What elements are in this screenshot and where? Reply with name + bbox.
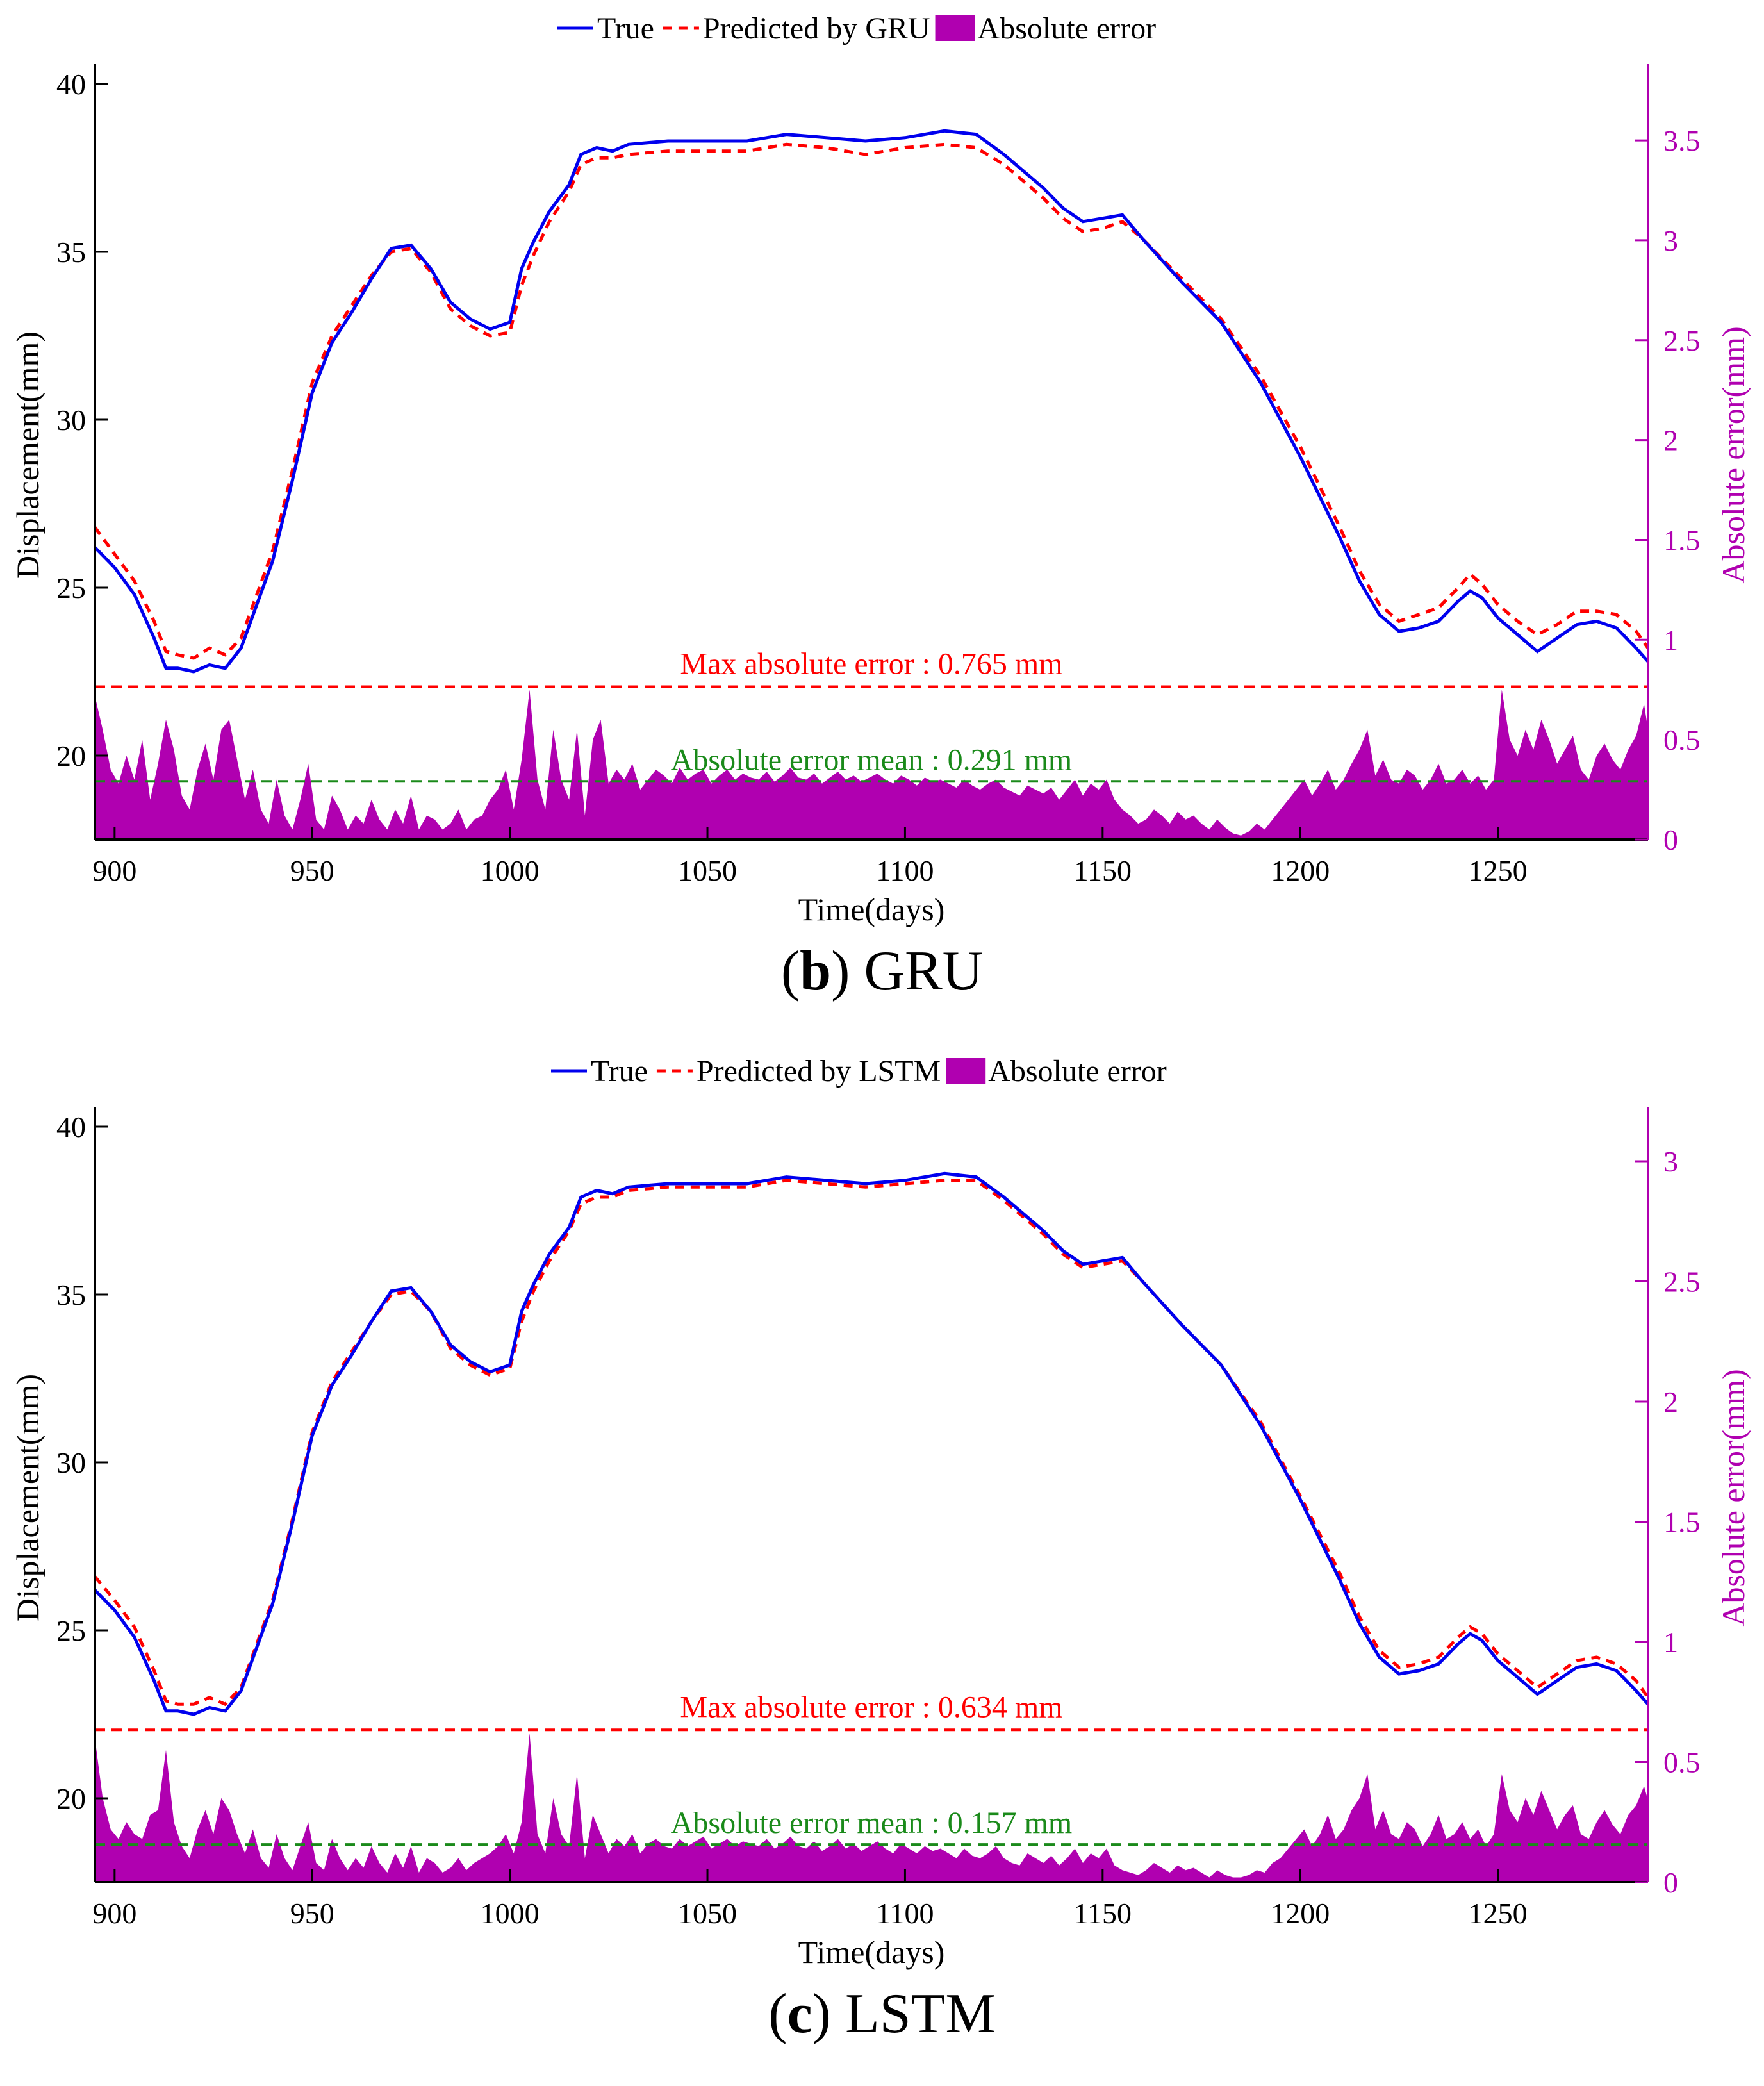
y2-tick-label: 2.5 [1663,324,1701,357]
y2-tick-label: 0 [1663,1866,1678,1899]
y2-tick-label: 0.5 [1663,1746,1701,1779]
caption-letter: c [787,1983,812,2045]
x-tick-label: 1000 [481,854,540,887]
absolute-error-area [95,690,1648,840]
legend-error-swatch [935,15,975,41]
y2-tick-label: 2 [1663,1386,1678,1418]
y-tick-label: 35 [56,236,86,269]
x-tick-label: 1150 [1074,854,1132,887]
y2-axis-label: Absolute error(mm) [1715,326,1751,583]
x-tick-label: 900 [92,854,136,887]
y2-tick-label: 1 [1663,624,1678,656]
y-axis-label: Displacement(mm) [10,1374,45,1621]
chart-panel-lstm: True Predicted by LSTM Absolute error Max a… [0,1043,1764,2085]
mean-error-label: Absolute error mean : 0.157 mm [671,1806,1073,1840]
x-tick-label: 1150 [1074,1897,1132,1930]
legend-true-label: True [597,12,654,46]
x-tick-label: 950 [290,1897,334,1930]
y2-tick-label: 0.5 [1663,724,1701,756]
caption-lstm: (c) LSTM [768,1983,996,2045]
y2-tick-label: 2.5 [1663,1266,1701,1298]
absolute-error-area [95,1733,1648,1882]
predicted-series-line [93,142,1650,660]
y-tick-label: 30 [56,1446,86,1479]
legend: True Predicted by LSTM Absolute error [551,1054,1167,1088]
legend-pred-label: Predicted by LSTM [697,1054,941,1088]
x-axis-label: Time(days) [798,891,945,927]
max-error-label: Max absolute error : 0.765 mm [680,647,1062,681]
caption-text: GRU [864,940,984,1002]
y2-tick-label: 3 [1663,1145,1678,1178]
y-tick-label: 25 [56,572,86,604]
predicted-series-line [94,1179,1650,1707]
x-tick-label: 950 [290,854,334,887]
x-tick-label: 1000 [481,1897,540,1930]
mean-error-label: Absolute error mean : 0.291 mm [671,743,1073,777]
legend: True Predicted by GRU Absolute error [557,12,1156,46]
y2-tick-label: 2 [1663,424,1678,457]
x-tick-label: 1050 [678,854,737,887]
true-series-line [94,1171,1649,1716]
y-tick-label: 20 [56,1782,86,1815]
y-tick-label: 30 [56,404,86,436]
x-axis-label: Time(days) [798,1934,945,1970]
y-tick-label: 20 [56,740,86,772]
x-tick-label: 900 [92,1897,136,1930]
y-tick-label: 40 [56,1111,86,1143]
x-tick-label: 1250 [1469,1897,1528,1930]
caption-text: LSTM [845,1983,996,2045]
chart-svg-lstm: True Predicted by LSTM Absolute error Max a… [10,1054,1751,1970]
x-tick-label: 1100 [876,1897,934,1930]
y2-tick-label: 1.5 [1663,524,1701,556]
x-tick-label: 1200 [1271,1897,1330,1930]
legend-true-label: True [591,1054,648,1088]
y2-tick-label: 1.5 [1663,1506,1701,1539]
y2-axis-label: Absolute error(mm) [1715,1369,1751,1626]
legend-error-label: Absolute error [978,12,1157,46]
x-tick-label: 1100 [876,854,934,887]
y-axis-label: Displacement(mm) [10,331,45,579]
y2-tick-label: 3 [1663,224,1678,257]
caption-gru: (b) GRU [780,940,984,1002]
legend-pred-label: Predicted by GRU [703,12,930,46]
y-tick-label: 25 [56,1614,86,1647]
x-tick-label: 1250 [1469,854,1528,887]
y-tick-label: 35 [56,1279,86,1311]
y2-tick-label: 3.5 [1663,124,1701,157]
x-tick-label: 1200 [1271,854,1330,887]
legend-error-label: Absolute error [988,1054,1167,1088]
x-tick-label: 1050 [678,1897,737,1930]
caption-letter: b [800,940,832,1002]
true-series-line [94,129,1649,674]
legend-error-swatch [946,1058,986,1084]
y-tick-label: 40 [56,68,86,101]
max-error-label: Max absolute error : 0.634 mm [680,1690,1062,1724]
y2-tick-label: 1 [1663,1626,1678,1659]
chart-svg-gru: True Predicted by GRU Absolute error Max ab… [10,12,1751,927]
chart-panel-gru: True Predicted by GRU Absolute error Max ab… [10,12,1751,1002]
y2-tick-label: 0 [1663,824,1678,856]
